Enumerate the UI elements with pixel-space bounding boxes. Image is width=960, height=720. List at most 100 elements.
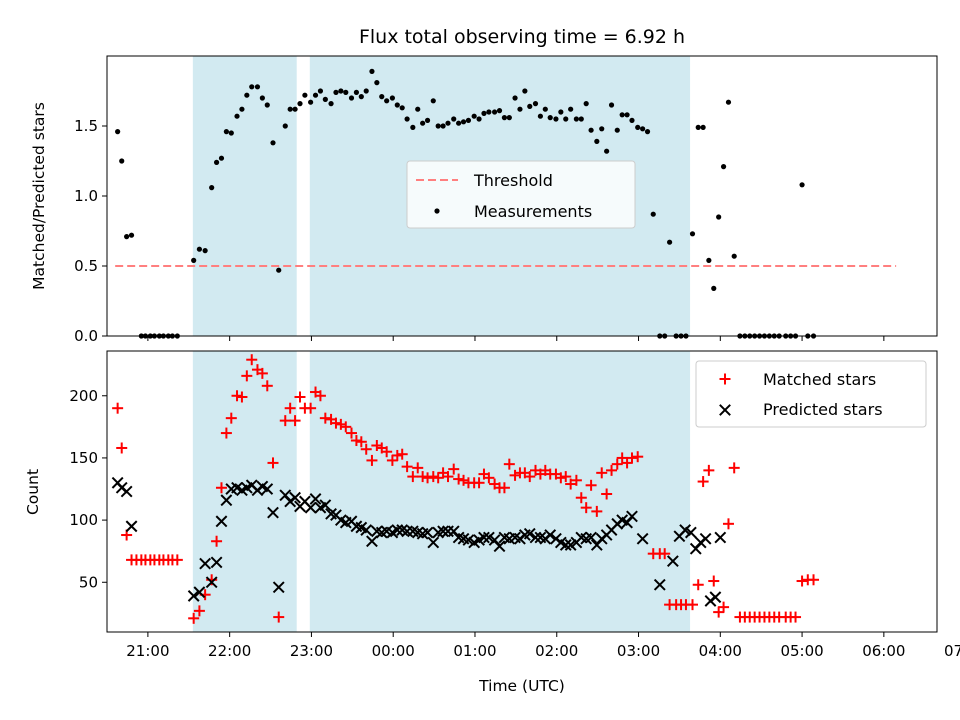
measurement-point — [456, 120, 462, 126]
matched-star-point — [692, 579, 704, 591]
matched-star-point — [442, 471, 454, 483]
top-y-ticks: 0.0 0.5 1.0 1.5 — [74, 117, 107, 345]
predicted-star-point — [210, 556, 223, 569]
bottom-legend: Matched stars Predicted stars — [695, 360, 927, 428]
measurement-point — [353, 89, 360, 95]
x-marker-b — [509, 531, 521, 544]
measurement-point — [501, 115, 508, 121]
measurement-point — [512, 95, 518, 101]
measurement-point — [348, 95, 355, 101]
x-marker-b — [309, 493, 322, 505]
matched-star-point — [483, 472, 495, 484]
matched-star-point — [448, 463, 460, 475]
measurement-point — [270, 140, 276, 146]
measurement-point — [599, 126, 605, 132]
measurement-point — [374, 80, 380, 86]
measurement-point — [358, 94, 364, 100]
x-marker-b — [366, 535, 378, 548]
matched-star-point — [790, 611, 802, 623]
measurement-point — [588, 127, 594, 133]
x-marker-b — [370, 525, 383, 538]
matched-star-point — [335, 418, 347, 430]
predicted-star-point — [267, 506, 279, 519]
measurement-point — [420, 120, 426, 126]
x-marker-b — [380, 525, 393, 538]
matched-star-point — [220, 427, 232, 439]
predicted-star-point — [666, 555, 679, 568]
predicted-star-point — [391, 524, 404, 536]
x-marker-b — [709, 591, 722, 604]
predicted-star-point — [523, 527, 536, 540]
matched-star-point — [366, 454, 378, 466]
measurement-point — [404, 116, 410, 122]
top-y-axis-label: Matched/Predicted stars — [30, 102, 48, 290]
top-legend: Threshold Measurements — [406, 160, 636, 229]
matched-star-point — [386, 454, 398, 466]
measurement-point — [191, 257, 197, 263]
bottom-y-tick-label: 100 — [69, 511, 98, 529]
predicted-star-point — [289, 491, 301, 504]
matched-star-point — [412, 462, 424, 474]
measurement-point — [553, 116, 559, 122]
matched-star-point — [319, 412, 331, 424]
predicted-star-point — [493, 540, 506, 553]
matched-star-point — [713, 606, 725, 618]
measurement-point — [343, 89, 349, 95]
measurement-point — [481, 110, 487, 116]
legend-threshold-label: Threshold — [473, 171, 553, 190]
legend-predicted-label: Predicted stars — [763, 400, 883, 419]
predicted-star-point — [199, 557, 212, 570]
predicted-star-point — [193, 586, 206, 599]
predicted-star-point — [187, 590, 200, 602]
x-marker-b — [261, 483, 274, 495]
x-marker-b — [554, 536, 567, 549]
predicted-star-point — [714, 531, 727, 544]
measurement-point — [394, 102, 400, 108]
x-marker-b — [534, 531, 547, 544]
matched-star-point — [330, 417, 342, 429]
measurement-point — [465, 117, 472, 123]
x-marker-b — [421, 526, 434, 539]
measurement-point — [583, 101, 589, 107]
measurement-point — [650, 211, 656, 217]
matched-star-point — [591, 505, 603, 517]
x-marker-b — [319, 499, 332, 512]
matched-star-point — [284, 402, 296, 414]
x-marker-b — [636, 532, 649, 545]
predicted-star-point — [427, 536, 440, 549]
matched-star-point — [391, 449, 403, 461]
x-marker-b — [684, 526, 697, 539]
measurement-point — [716, 214, 722, 220]
predicted-star-point — [125, 520, 138, 533]
predicted-star-point — [653, 578, 666, 591]
measurement-point — [259, 95, 265, 101]
matched-star-point — [246, 354, 258, 366]
x-marker-b — [298, 495, 311, 508]
measurement-point — [287, 106, 293, 112]
measurement-point — [223, 129, 229, 135]
matched-star-point — [340, 421, 352, 433]
x-marker-b — [267, 506, 279, 519]
measurement-point — [338, 88, 344, 94]
measurement-point — [720, 164, 727, 170]
matched-star-point — [585, 479, 597, 491]
predicted-stars-points — [111, 476, 727, 607]
top-y-tick-label: 0.5 — [74, 257, 98, 275]
measurement-point — [445, 120, 451, 126]
x-marker-b — [210, 556, 223, 569]
measurement-point — [322, 96, 328, 102]
bottom-y-tick-label: 150 — [69, 449, 98, 467]
matched-star-point — [570, 474, 582, 486]
bottom-panel: 50 100 150 200 21:00 22:00 23:00 00:00 01:00 02:… — [24, 350, 960, 695]
predicted-star-point — [366, 535, 378, 548]
matched-star-point — [407, 471, 419, 483]
x-marker-b — [120, 485, 133, 498]
x-marker-b — [289, 491, 301, 504]
measurement-point — [363, 88, 369, 94]
matched-star-point — [193, 605, 205, 617]
predicted-star-point — [205, 576, 218, 589]
measurement-point — [254, 84, 261, 90]
observing-window-band — [192, 56, 297, 336]
x-marker-b — [272, 581, 285, 594]
